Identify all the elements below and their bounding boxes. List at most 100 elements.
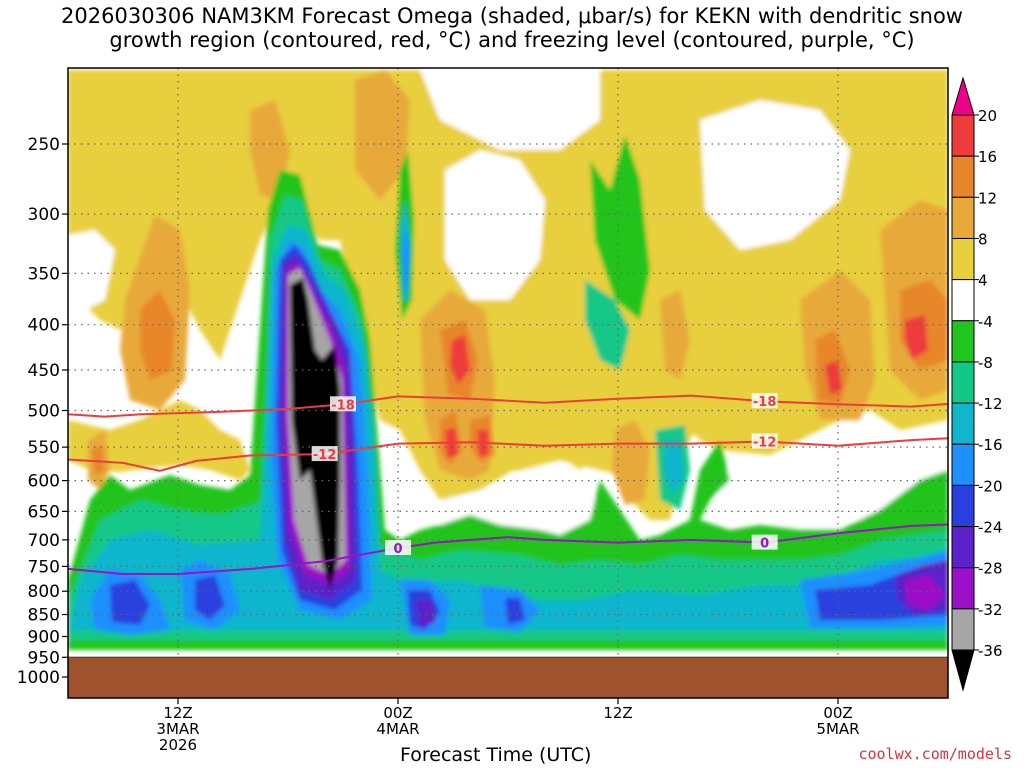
white-gap-right	[700, 100, 850, 250]
chart-title: 2026030306 NAM3KM Forecast Omega (shaded…	[0, 4, 1024, 52]
colorbar-swatch	[951, 114, 975, 157]
colorbar-label: -20	[978, 477, 1003, 495]
plot-frame	[67, 67, 949, 699]
colorbar-label: 16	[978, 148, 997, 166]
dark-orange-core-1	[140, 290, 175, 380]
y-tick-label: 350	[28, 264, 60, 284]
surface-ground	[67, 656, 949, 699]
colorbar-swatch	[951, 155, 975, 198]
contour-label: -18	[331, 398, 355, 413]
x-axis-title: Forecast Time (UTC)	[400, 744, 592, 766]
x-tick-label: 5MAR	[816, 720, 859, 738]
colorbar-swatch	[951, 279, 975, 322]
colorbar-swatch	[951, 443, 975, 486]
source-credit: coolwx.com/models	[858, 745, 1012, 763]
colorbar-label: 4	[978, 272, 988, 290]
contour-label-bg	[311, 446, 338, 462]
colorbar-label: 12	[978, 189, 997, 207]
title-line-2: growth region (contoured, red, °C) and f…	[109, 28, 915, 52]
colorbar-label: -12	[978, 395, 1003, 413]
contour-label-bg	[751, 433, 778, 449]
red-core-1	[450, 335, 470, 385]
blue-core-7	[402, 225, 410, 290]
orange-patch-2	[355, 70, 410, 200]
red-core-2	[905, 315, 928, 360]
contour-freezing-level	[68, 523, 948, 575]
orange-patch-7	[612, 420, 650, 505]
x-tick-label: 4MAR	[376, 720, 419, 738]
white-gap-top	[420, 70, 600, 150]
colorbar-top-arrow	[951, 76, 975, 116]
colorbar-label: -36	[978, 642, 1003, 660]
colorbar-swatch	[951, 526, 975, 569]
contour-label: 0	[760, 537, 769, 552]
y-tick-label: 550	[28, 438, 60, 458]
y-tick-label: 750	[28, 557, 60, 577]
colorbar-swatch	[951, 484, 975, 528]
y-tick-label: 800	[28, 582, 60, 602]
cyan-region-mid	[664, 440, 684, 495]
colorbar-label: -4	[978, 313, 993, 331]
colorbar: 20 16 12 8 4 -4 -8 -12 -16 -20 -24 -28 -32 -36	[951, 76, 1003, 692]
x-tick-label: 12Z	[603, 704, 632, 722]
contour-dgz-minus-12	[68, 437, 948, 472]
colorbar-swatch	[951, 567, 975, 610]
orange-patch-4	[660, 290, 690, 380]
colorbar-swatch	[951, 361, 975, 404]
x-tick-label: 00Z	[383, 704, 412, 722]
dark-blue-core-2	[195, 575, 225, 620]
y-tick-label: 950	[28, 648, 60, 668]
y-axis: 2503003504004505005506006507007508008509…	[17, 135, 68, 688]
omega-shading	[68, 70, 948, 650]
colorbar-swatch	[951, 608, 975, 651]
upper-green-spike-2	[590, 135, 650, 320]
y-tick-label: 650	[28, 502, 60, 522]
white-gap-right-mid	[715, 440, 948, 520]
colorbar-label: -24	[978, 519, 1003, 537]
contour-label-bg	[751, 393, 778, 409]
colorbar-label: 8	[978, 230, 988, 248]
y-tick-label: 600	[28, 472, 60, 492]
y-tick-label: 1000	[17, 668, 60, 688]
y-tick-label: 900	[28, 627, 60, 647]
gridlines	[68, 68, 948, 698]
y-tick-label: 250	[28, 135, 60, 155]
x-tick-label: 3MAR	[156, 720, 199, 738]
magenta-core-2	[905, 575, 945, 610]
colorbar-label: -16	[978, 436, 1003, 454]
black-core	[290, 278, 340, 590]
colorbar-label: -32	[978, 601, 1003, 619]
colorbar-swatch	[951, 402, 975, 445]
contour-lines: -18 -18 -18-12-12 -120 00	[68, 393, 948, 575]
contour-label: -12	[753, 436, 777, 451]
x-tick-label: 00Z	[823, 704, 852, 722]
contour-label-bg	[751, 534, 778, 550]
y-tick-label: 500	[28, 402, 60, 422]
white-gap-center	[445, 150, 545, 300]
y-tick-label: 400	[28, 316, 60, 336]
contour-label: -18	[753, 395, 777, 410]
y-tick-label: 700	[28, 531, 60, 551]
colorbar-label: -28	[978, 560, 1003, 578]
y-tick-label: 450	[28, 361, 60, 381]
contour-label: -12	[313, 448, 337, 463]
colorbar-label: 20	[978, 107, 997, 125]
colorbar-swatch	[951, 196, 975, 239]
contour-label-bg	[330, 396, 356, 412]
colorbar-swatch	[951, 320, 975, 363]
red-core-3	[825, 360, 842, 395]
colorbar-swatch	[951, 237, 975, 281]
title-line-1: 2026030306 NAM3KM Forecast Omega (shaded…	[61, 4, 963, 28]
x-tick-label: 2026	[159, 736, 197, 754]
contour-dgz-minus-18	[68, 394, 948, 418]
contour-label-bg	[385, 540, 411, 556]
dark-orange-core-7	[92, 445, 104, 475]
y-tick-label: 850	[28, 606, 60, 626]
white-gap-left	[68, 230, 115, 310]
colorbar-bottom-arrow	[951, 649, 975, 692]
x-tick-label: 12Z	[163, 704, 192, 722]
y-tick-label: 300	[28, 205, 60, 225]
colorbar-label: -8	[978, 354, 993, 372]
